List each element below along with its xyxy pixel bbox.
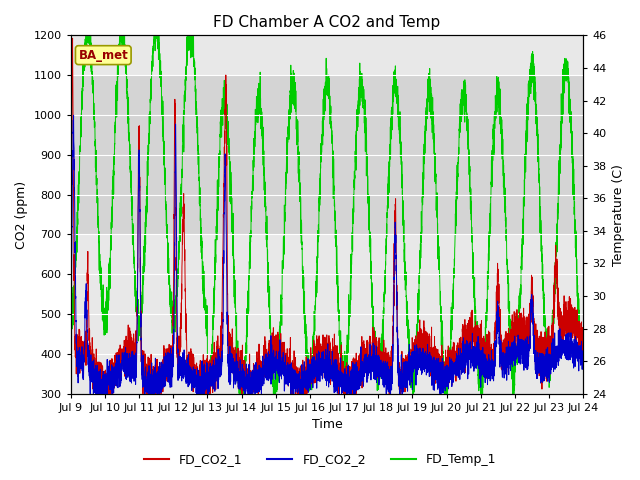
FD_Temp_1 <box>488 164 496 170</box>
FD_CO2_2 <box>86 391 94 396</box>
FD_CO2_2 <box>579 360 587 366</box>
FD_CO2_2 <box>70 112 77 118</box>
FD_CO2_2 <box>401 378 408 384</box>
Title: FD Chamber A CO2 and Temp: FD Chamber A CO2 and Temp <box>213 15 440 30</box>
Y-axis label: Temperature (C): Temperature (C) <box>612 164 625 265</box>
Bar <box>70 75 583 235</box>
FD_Temp_1 <box>263 237 271 242</box>
FD_CO2_1 <box>449 354 457 360</box>
FD_CO2_1 <box>579 349 587 355</box>
FD_CO2_1 <box>68 36 76 41</box>
FD_CO2_2 <box>488 376 496 382</box>
FD_Temp_1 <box>449 281 457 287</box>
Line: FD_CO2_2: FD_CO2_2 <box>70 115 583 394</box>
Text: BA_met: BA_met <box>78 48 128 61</box>
FD_CO2_1 <box>94 391 102 396</box>
Y-axis label: CO2 (ppm): CO2 (ppm) <box>15 180 28 249</box>
FD_Temp_1 <box>204 391 211 396</box>
FD_Temp_1 <box>401 259 408 265</box>
X-axis label: Time: Time <box>312 419 342 432</box>
FD_Temp_1 <box>67 301 74 307</box>
FD_CO2_1 <box>160 372 168 378</box>
Legend: FD_CO2_1, FD_CO2_2, FD_Temp_1: FD_CO2_1, FD_CO2_2, FD_Temp_1 <box>139 448 501 471</box>
FD_CO2_2 <box>449 379 457 385</box>
FD_CO2_1 <box>67 285 74 290</box>
FD_CO2_2 <box>263 377 271 383</box>
FD_CO2_2 <box>160 378 168 384</box>
FD_Temp_1 <box>83 33 90 38</box>
FD_Temp_1 <box>374 358 382 363</box>
Line: FD_Temp_1: FD_Temp_1 <box>70 36 583 394</box>
FD_CO2_1 <box>263 364 271 370</box>
FD_CO2_1 <box>488 354 496 360</box>
Line: FD_CO2_1: FD_CO2_1 <box>70 38 583 394</box>
FD_CO2_1 <box>374 338 382 344</box>
FD_Temp_1 <box>160 147 168 153</box>
FD_CO2_2 <box>67 342 74 348</box>
FD_CO2_1 <box>401 365 408 371</box>
FD_CO2_2 <box>374 360 382 366</box>
FD_Temp_1 <box>579 366 587 372</box>
